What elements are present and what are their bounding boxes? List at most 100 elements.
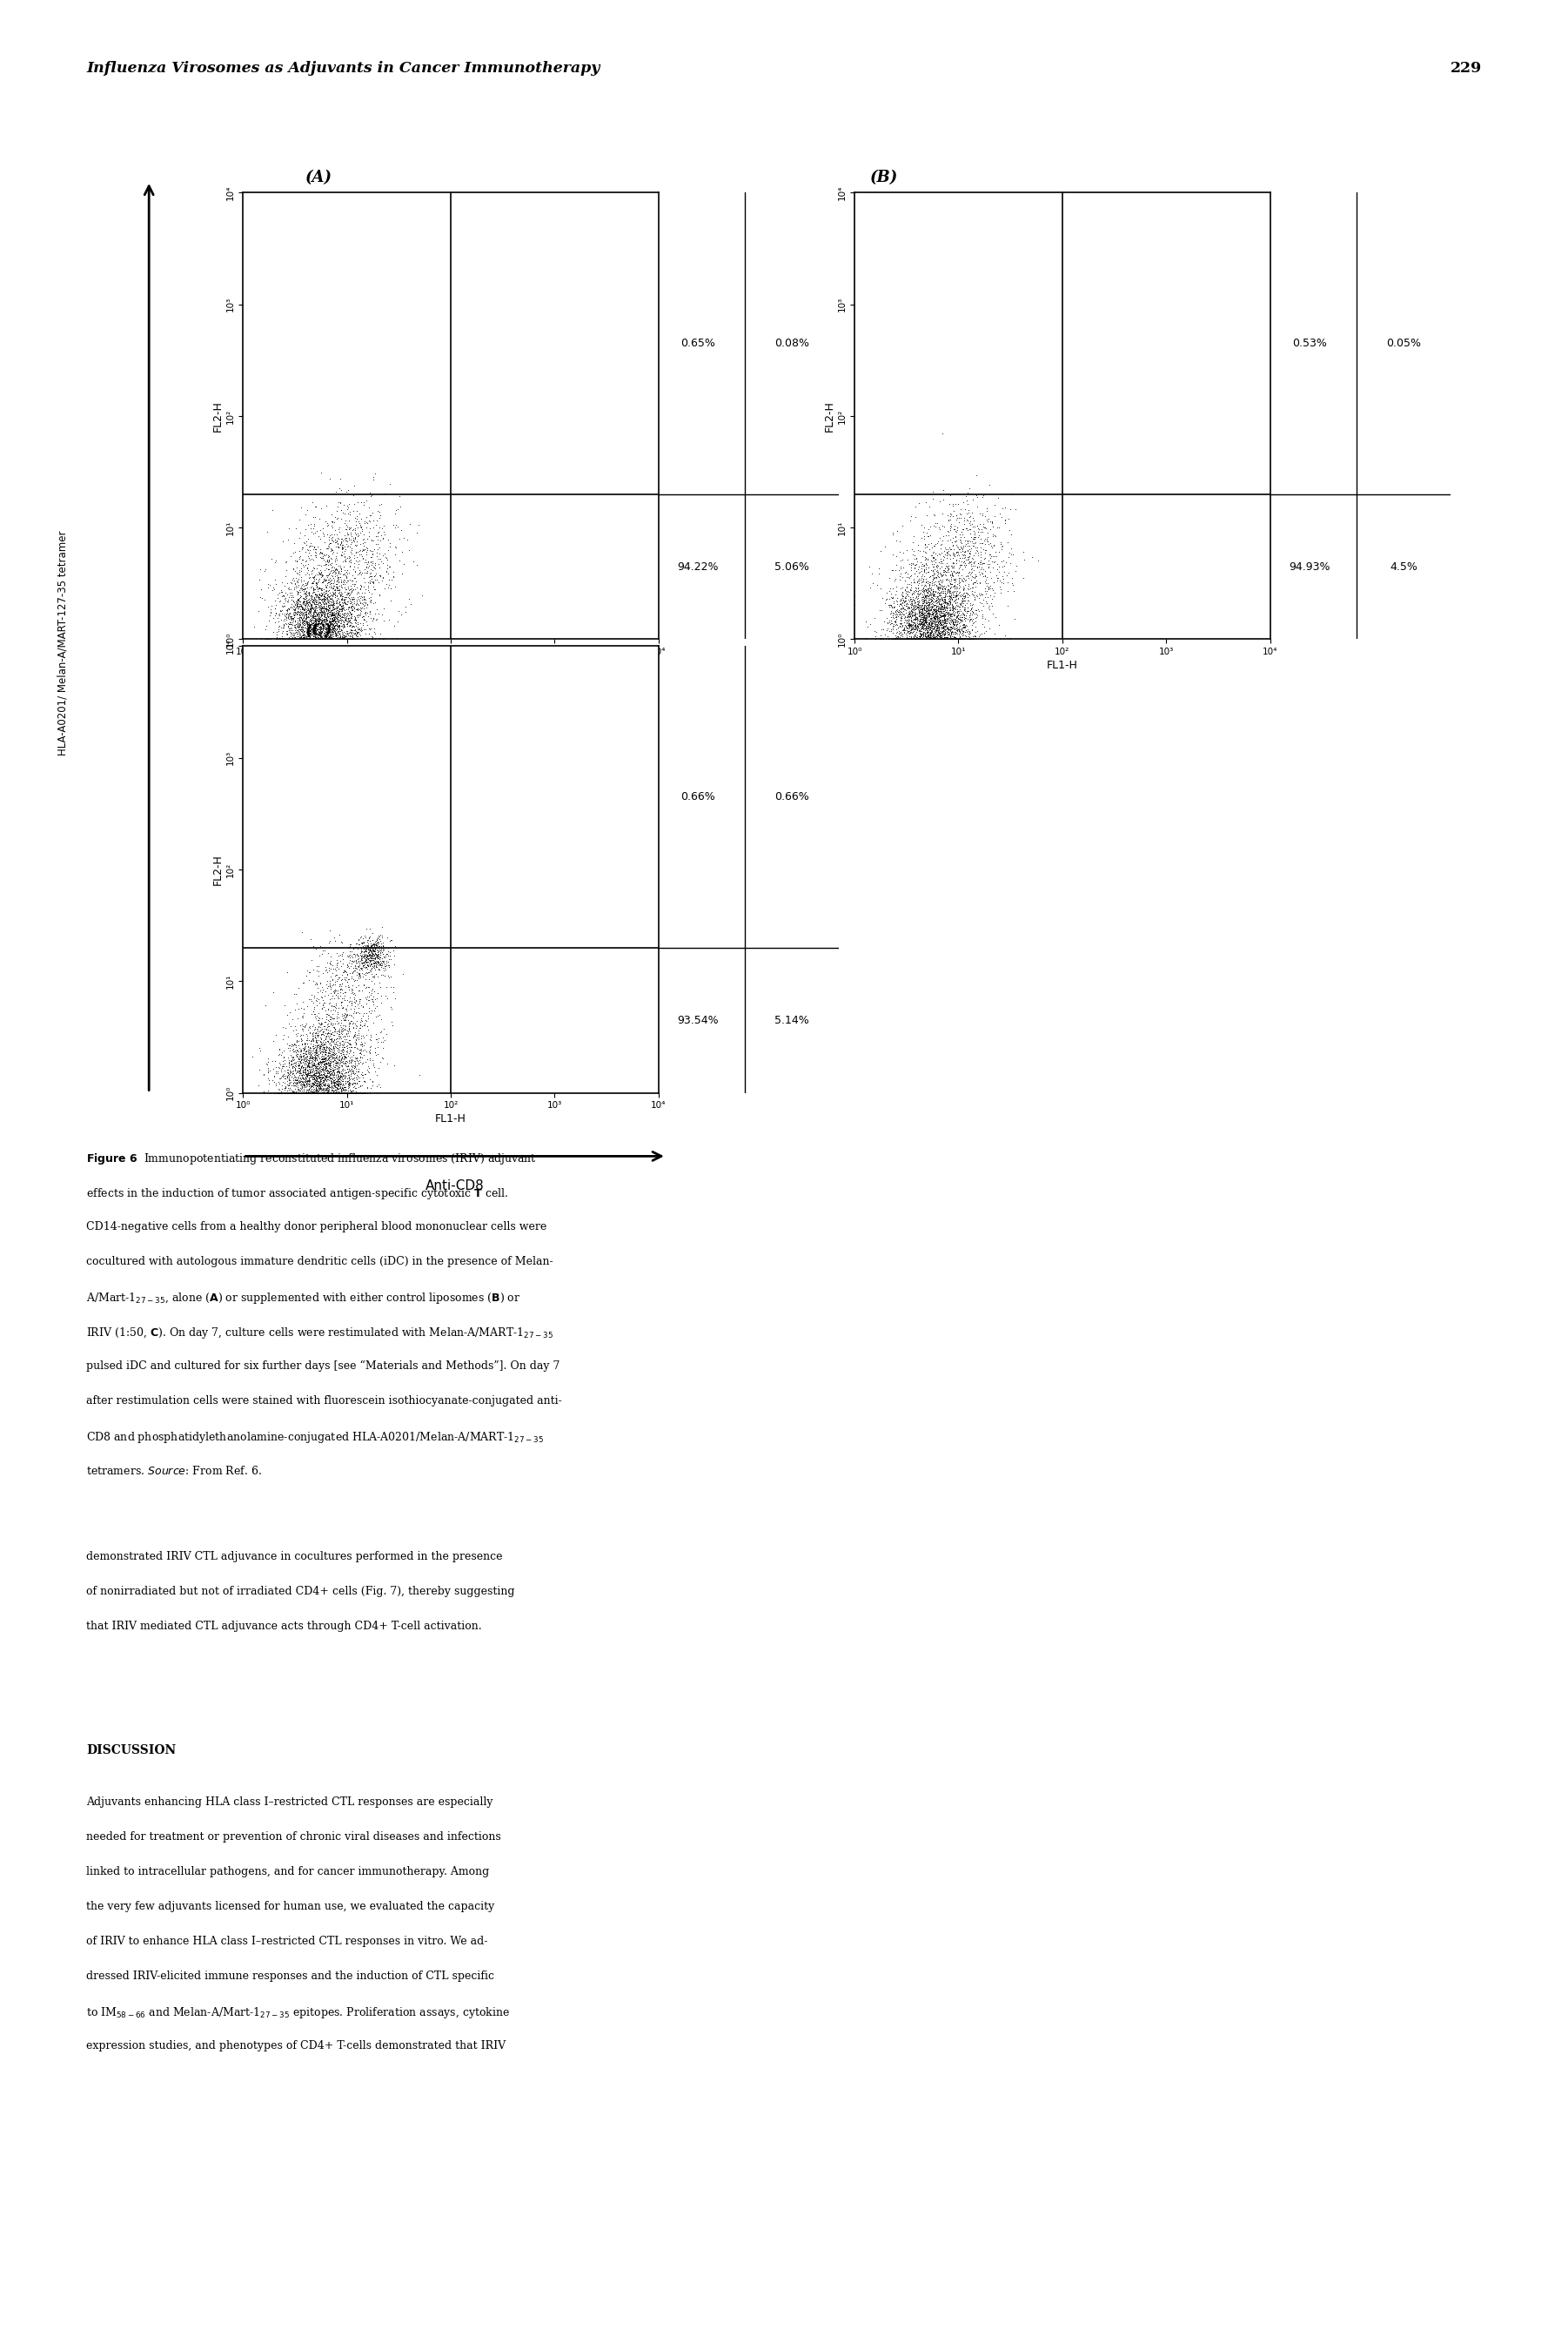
Point [920, 595, 946, 632]
Point [897, 609, 922, 646]
Point [340, 1048, 365, 1086]
Point [292, 620, 317, 658]
Point [911, 531, 936, 569]
Point [301, 1029, 326, 1067]
Point [351, 580, 376, 618]
Point [337, 606, 362, 644]
Point [306, 1058, 331, 1095]
Point [902, 611, 927, 649]
Point [340, 1053, 365, 1090]
Point [891, 588, 916, 625]
Point [296, 1053, 321, 1090]
Point [293, 573, 318, 611]
Point [303, 1060, 328, 1097]
Point [289, 1069, 314, 1107]
Point [312, 599, 337, 637]
Point [303, 604, 328, 642]
Point [282, 564, 307, 602]
Point [340, 571, 365, 609]
Point [290, 1074, 315, 1112]
Point [372, 931, 397, 968]
Point [895, 604, 920, 642]
Point [298, 1055, 323, 1093]
Point [307, 1043, 332, 1081]
Point [329, 580, 354, 618]
Point [336, 964, 361, 1001]
Point [276, 590, 301, 627]
Point [365, 926, 390, 963]
Point [303, 618, 328, 656]
Point [326, 1060, 351, 1097]
Point [320, 620, 345, 658]
Point [318, 602, 343, 639]
Point [285, 1069, 310, 1107]
Point [364, 921, 389, 959]
Point [325, 620, 350, 658]
Point [309, 1058, 334, 1095]
Point [331, 996, 356, 1034]
Point [298, 604, 323, 642]
Point [293, 1050, 318, 1088]
Point [372, 938, 397, 975]
Point [358, 928, 383, 966]
Point [293, 597, 318, 634]
Point [902, 620, 927, 658]
Point [955, 531, 980, 569]
Point [332, 1039, 358, 1076]
Point [361, 926, 386, 963]
Point [972, 522, 997, 559]
Point [289, 1039, 314, 1076]
Point [938, 578, 963, 616]
Point [942, 555, 967, 592]
Point [289, 592, 314, 630]
Point [301, 1062, 326, 1100]
Point [972, 576, 997, 613]
Point [281, 595, 306, 632]
Point [350, 938, 375, 975]
Point [284, 585, 309, 623]
Point [323, 1074, 348, 1112]
Point [329, 938, 354, 975]
Point [894, 609, 919, 646]
Point [303, 564, 328, 602]
Point [312, 1067, 337, 1104]
Point [274, 620, 299, 658]
Point [323, 1027, 348, 1065]
Point [367, 557, 392, 595]
Point [356, 1048, 381, 1086]
Point [909, 599, 935, 637]
Point [292, 1041, 317, 1079]
Point [917, 531, 942, 569]
Point [282, 533, 307, 571]
Point [368, 1043, 394, 1081]
Point [919, 620, 944, 658]
Point [933, 602, 958, 639]
Point [356, 926, 381, 963]
Point [296, 519, 321, 557]
Point [282, 1050, 307, 1088]
Point [358, 945, 383, 982]
Point [298, 613, 323, 651]
Point [317, 1003, 342, 1041]
Point [914, 620, 939, 658]
Point [306, 529, 331, 566]
Point [343, 961, 368, 999]
Point [317, 1058, 342, 1095]
Point [862, 599, 887, 637]
Point [982, 538, 1007, 576]
Point [909, 583, 935, 620]
Point [310, 1015, 336, 1053]
Point [307, 620, 332, 658]
Point [328, 557, 353, 595]
Point [304, 1062, 329, 1100]
Point [303, 566, 328, 604]
Point [922, 620, 947, 658]
Point [909, 620, 935, 658]
Point [867, 620, 892, 658]
Point [887, 592, 913, 630]
Point [320, 1053, 345, 1090]
Point [354, 503, 379, 540]
Point [999, 529, 1024, 566]
Point [295, 564, 320, 602]
Point [925, 620, 950, 658]
